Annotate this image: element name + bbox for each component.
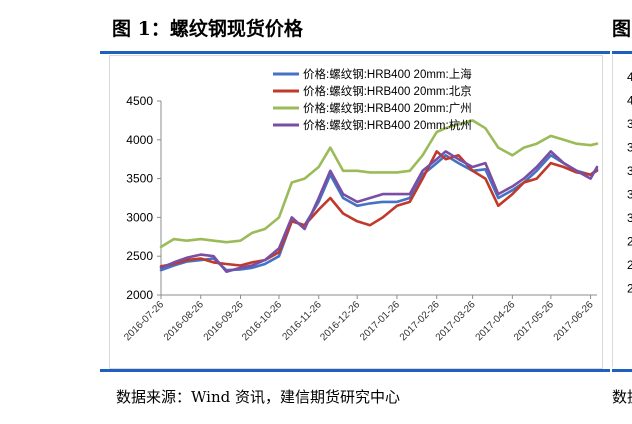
y-tick-label: 3500 [126,172,153,186]
y-tick-label: 3000 [126,210,153,224]
next-chart-tick-label: 3 [627,211,632,225]
source-rule-right [612,369,632,372]
x-tick-label: 2017-01-26 [358,299,402,343]
next-source-fragment: 数据 [612,388,632,406]
series-line [159,150,599,268]
next-chart-tick-label: 3 [627,188,632,202]
y-tick-label: 2000 [126,288,153,302]
next-chart-axis: 4 4 3 3 3 3 3 2 2 2 [627,70,632,296]
next-chart-fragment: 4 4 3 3 3 3 3 2 2 2 [612,55,632,367]
title-rule [100,51,610,54]
x-tick-label: 2017-03-26 [434,299,478,343]
next-chart-tick-label: 3 [627,117,632,131]
y-tick-label: 4500 [126,94,153,108]
legend-label: 价格:螺纹钢:HRB400 20mm:北京 [303,84,472,98]
next-chart-tick-label: 2 [627,235,632,249]
next-figure-title-fragment: 图 [612,18,632,40]
x-tick-label: 2016-07-26 [122,299,166,343]
x-tick-label: 2017-04-26 [474,299,518,343]
legend-label: 价格:螺纹钢:HRB400 20mm:广州 [303,101,472,115]
next-chart-tick-label: 2 [627,282,632,296]
x-tick-label: 2016-09-26 [202,299,246,343]
x-tick-label: 2016-12-26 [318,299,362,343]
figure-title: 图 1：螺纹钢现货价格 [112,18,303,40]
x-tick-label: 2016-08-26 [162,299,206,343]
legend-label: 价格:螺纹钢:HRB400 20mm:上海 [303,67,472,81]
source-rule [100,369,610,372]
next-chart-tick-label: 2 [627,258,632,272]
y-tick-label: 2500 [126,249,153,263]
price-line-chart: 2000250030003500400045002016-07-262016-0… [122,67,599,343]
next-chart-tick-label: 3 [627,164,632,178]
chart-frame: 2000 2500 3000 3500 4000 4500 2016-07-26 2016-0… [109,55,603,369]
series-line [159,150,599,273]
x-tick-label: 2017-05-26 [512,299,556,343]
y-tick-label: 4000 [126,133,153,147]
next-chart-tick-label: 4 [627,94,632,108]
title-rule-right [612,51,632,54]
next-chart-tick-label: 4 [627,70,632,84]
next-chart-tick-label: 3 [627,141,632,155]
legend-label: 价格:螺纹钢:HRB400 20mm:杭州 [303,118,472,132]
x-tick-label: 2017-06-26 [552,299,596,343]
source-note: 数据来源：Wind 资讯，建信期货研究中心 [116,388,400,406]
x-tick-label: 2016-11-26 [280,299,324,343]
series-line [159,119,599,249]
x-tick-label: 2016-10-26 [240,299,284,343]
